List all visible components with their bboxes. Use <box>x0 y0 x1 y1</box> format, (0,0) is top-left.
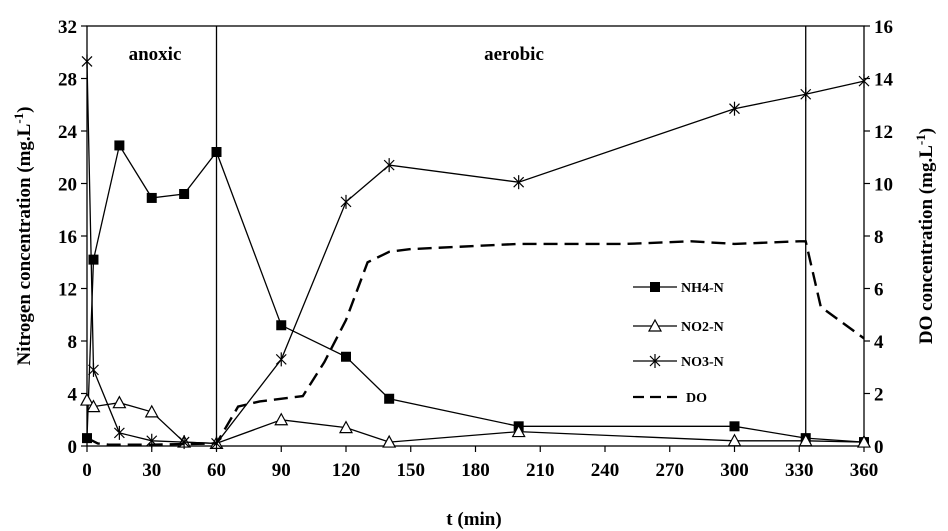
phase-dividers <box>215 26 807 446</box>
data-point-no3-n <box>340 194 352 209</box>
data-point-no3-n <box>858 74 870 89</box>
series-line-no3-n <box>86 61 865 445</box>
legend-label-no2-n: NO2-N <box>681 320 724 335</box>
legend-marker-no3-n <box>649 354 661 368</box>
data-point-no3-n <box>113 425 125 440</box>
y2-tick-label: 16 <box>874 17 893 38</box>
legend-label-no3-n: NO3-N <box>681 355 724 370</box>
legend-marker-no2-n <box>647 318 663 332</box>
data-point-no2-n <box>856 434 872 448</box>
y2-tick-label: 6 <box>874 280 884 301</box>
x-tick-label: 270 <box>656 460 685 481</box>
data-point-nh4-n <box>276 320 287 331</box>
series-line-nh4-n <box>86 143 865 443</box>
legend-label-do: DO <box>686 391 707 406</box>
plot-area-border <box>86 25 865 447</box>
y-tick-label: 8 <box>68 332 78 353</box>
series-line-do <box>86 240 865 446</box>
y2-tick-label: 4 <box>874 332 884 353</box>
y-tick-label: 4 <box>68 385 78 406</box>
series-no3-n <box>81 54 870 451</box>
x-axis-title: t (min) <box>446 509 501 530</box>
data-point-nh4-n <box>88 254 99 265</box>
y-axis-title-close: ) <box>14 106 35 112</box>
data-point-no3-n <box>800 87 812 102</box>
data-point-nh4-n <box>146 192 157 203</box>
data-point-no3-n <box>178 435 190 450</box>
y-axis-title-main: Nitrogen concentration (mg.L <box>14 124 35 366</box>
data-point-no3-n <box>88 362 99 377</box>
series-nh4-n <box>82 140 869 448</box>
data-point-nh4-n <box>114 140 125 151</box>
data-point-no2-n <box>382 434 397 448</box>
data-point-no2-n <box>144 404 159 418</box>
x-tick-label: 120 <box>332 460 361 481</box>
data-point-no3-n <box>275 352 287 367</box>
y-tick-label: 16 <box>58 227 77 248</box>
y2-axis-title-main: DO concentration (mg.L <box>916 145 937 344</box>
data-point-nh4-n <box>211 147 222 157</box>
y-tick-label: 20 <box>58 175 77 196</box>
plot-frame <box>86 25 865 447</box>
y-axis-ticks: 0 4 8 12 16 20 24 28 32 <box>58 17 87 458</box>
y-axis-title-superscript: -1 <box>11 113 26 124</box>
x-axis-ticks: 0 30 60 90 120 150 180 210 240 270 300 330 360 <box>82 446 878 481</box>
y-axis-title: Nitrogen concentration (mg.L-1) <box>11 106 35 365</box>
data-point-no2-n <box>727 433 742 447</box>
y2-axis-title-close: ) <box>916 128 937 134</box>
y2-axis-title-superscript: -1 <box>913 134 928 145</box>
x-tick-label: 60 <box>207 460 226 481</box>
y-tick-label: 32 <box>58 17 77 38</box>
y2-tick-label: 10 <box>874 175 893 196</box>
data-point-no2-n <box>112 395 127 409</box>
data-point-no2-n <box>511 424 526 438</box>
phase-label-anoxic: anoxic <box>129 44 182 65</box>
y2-tick-label: 14 <box>874 70 894 91</box>
data-point-nh4-n <box>729 421 740 432</box>
x-tick-label: 330 <box>785 460 814 481</box>
y2-axis-ticks: 0 2 4 6 8 10 12 14 16 <box>864 17 894 458</box>
series-do <box>86 240 865 446</box>
data-point-nh4-n <box>179 189 190 199</box>
data-point-nh4-n <box>384 393 395 404</box>
x-tick-label: 150 <box>397 460 426 481</box>
data-point-no3-n <box>383 158 395 173</box>
legend-marker-nh4-n <box>650 282 660 292</box>
y-tick-label: 12 <box>58 280 77 301</box>
y-tick-label: 24 <box>58 122 78 143</box>
y-tick-label: 0 <box>68 437 78 458</box>
y2-tick-label: 0 <box>874 437 884 458</box>
phase-label-aerobic: aerobic <box>484 44 544 65</box>
data-point-no3-n <box>513 175 525 190</box>
data-point-no2-n <box>79 392 95 406</box>
x-tick-label: 180 <box>461 460 490 481</box>
data-point-no2-n <box>338 420 354 434</box>
x-tick-label: 360 <box>850 460 879 481</box>
x-tick-label: 210 <box>526 460 555 481</box>
x-tick-label: 300 <box>720 460 749 481</box>
y2-tick-label: 8 <box>874 227 884 248</box>
data-point-nh4-n <box>341 351 351 362</box>
data-point-no3-n <box>81 54 93 69</box>
series-no2-n <box>79 392 872 449</box>
y-tick-label: 28 <box>58 70 77 91</box>
series-line-no2-n <box>86 399 865 445</box>
y2-tick-label: 2 <box>874 385 884 406</box>
x-tick-label: 30 <box>142 460 161 481</box>
legend: NH4-N NO2-N NO3-N DO <box>633 281 724 406</box>
data-point-no2-n <box>798 433 813 447</box>
x-tick-label: 90 <box>272 460 291 481</box>
legend-label-nh4-n: NH4-N <box>681 281 724 296</box>
series-layer <box>79 54 872 451</box>
y2-axis-title: DO concentration (mg.L-1) <box>913 128 937 344</box>
data-point-no2-n <box>86 399 101 413</box>
x-tick-label: 0 <box>82 460 92 481</box>
y2-tick-label: 12 <box>874 122 893 143</box>
data-point-no3-n <box>729 101 740 116</box>
data-point-no2-n <box>274 412 289 426</box>
x-tick-label: 240 <box>591 460 620 481</box>
